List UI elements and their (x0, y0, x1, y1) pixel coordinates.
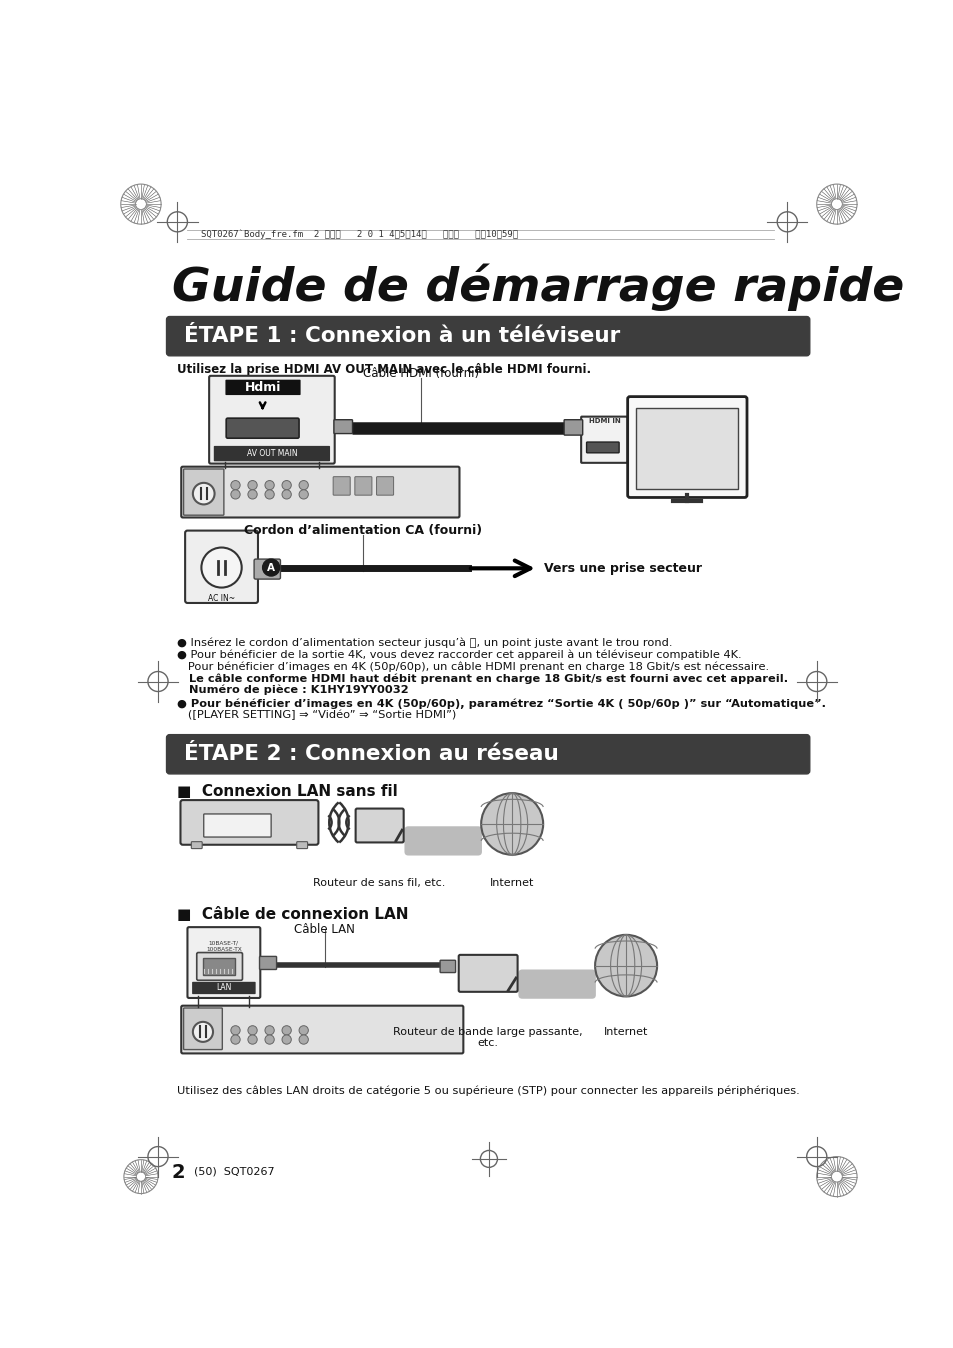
FancyBboxPatch shape (185, 531, 257, 603)
FancyBboxPatch shape (167, 317, 809, 356)
FancyBboxPatch shape (636, 408, 738, 489)
Text: Câble LAN: Câble LAN (294, 922, 355, 936)
FancyBboxPatch shape (187, 927, 260, 998)
FancyBboxPatch shape (253, 559, 280, 580)
Circle shape (265, 480, 274, 489)
Text: Hdmi: Hdmi (244, 381, 280, 394)
Circle shape (193, 1022, 213, 1042)
Text: A: A (267, 562, 274, 573)
Text: AV OUT MAIN: AV OUT MAIN (247, 449, 297, 458)
FancyBboxPatch shape (404, 826, 481, 856)
Text: ■  Câble de connexion LAN: ■ Câble de connexion LAN (177, 907, 409, 922)
FancyBboxPatch shape (333, 477, 350, 495)
FancyBboxPatch shape (181, 1006, 463, 1053)
Text: Numéro de pièce : K1HY19YY0032: Numéro de pièce : K1HY19YY0032 (177, 685, 409, 696)
FancyBboxPatch shape (209, 376, 335, 464)
Circle shape (298, 489, 308, 499)
Text: ■  Connexion LAN sans fil: ■ Connexion LAN sans fil (177, 785, 397, 799)
Circle shape (298, 1035, 308, 1045)
FancyBboxPatch shape (183, 1008, 222, 1050)
Text: etc.: etc. (477, 1038, 498, 1047)
Circle shape (231, 480, 240, 489)
Text: ● Pour bénéficier de la sortie 4K, vous devez raccorder cet appareil à un télévi: ● Pour bénéficier de la sortie 4K, vous … (177, 650, 741, 661)
FancyBboxPatch shape (376, 477, 394, 495)
Text: LAN: LAN (216, 984, 232, 992)
FancyBboxPatch shape (586, 442, 618, 453)
FancyBboxPatch shape (580, 417, 627, 462)
Text: Utilisez des câbles LAN droits de catégorie 5 ou supérieure (STP) pour connecter: Utilisez des câbles LAN droits de catégo… (177, 1085, 800, 1096)
Text: HDMI IN: HDMI IN (588, 418, 619, 425)
Circle shape (262, 559, 279, 576)
Text: Pour bénéficier d’images en 4K (50p/60p), un câble HDMI prenant en charge 18 Gbi: Pour bénéficier d’images en 4K (50p/60p)… (177, 662, 769, 673)
Text: Le câble conforme HDMI haut débit prenant en charge 18 Gbit/s est fourni avec ce: Le câble conforme HDMI haut débit prenan… (177, 673, 788, 683)
Circle shape (201, 547, 241, 588)
FancyBboxPatch shape (563, 419, 582, 435)
Circle shape (231, 1026, 240, 1035)
Text: 100BASE-TX: 100BASE-TX (206, 946, 241, 952)
FancyBboxPatch shape (334, 419, 353, 434)
FancyBboxPatch shape (355, 809, 403, 842)
FancyBboxPatch shape (180, 801, 318, 845)
Circle shape (595, 936, 657, 996)
FancyBboxPatch shape (225, 380, 300, 395)
Text: Internet: Internet (490, 878, 534, 888)
FancyBboxPatch shape (192, 981, 255, 993)
FancyBboxPatch shape (181, 466, 459, 518)
Text: ● Insérez le cordon d’alimentation secteur jusqu’à Ⓐ, un point juste avant le tr: ● Insérez le cordon d’alimentation secte… (177, 638, 672, 648)
FancyBboxPatch shape (517, 969, 596, 999)
Circle shape (265, 489, 274, 499)
Circle shape (248, 1026, 257, 1035)
Text: SQT0267`Body_fre.fm  2 ページ   2 0 1 4年5月14日   水曜日   午前10時59分: SQT0267`Body_fre.fm 2 ページ 2 0 1 4年5月14日 … (200, 229, 517, 239)
Text: Internet: Internet (603, 1027, 648, 1037)
Circle shape (282, 1035, 291, 1045)
Circle shape (298, 480, 308, 489)
FancyBboxPatch shape (226, 418, 298, 438)
Text: ÉTAPE 1 : Connexion à un téléviseur: ÉTAPE 1 : Connexion à un téléviseur (183, 326, 619, 346)
Text: Câble HDMI (fourni): Câble HDMI (fourni) (363, 367, 479, 380)
Text: ● Pour bénéficier d’images en 4K (50p/60p), paramétrez “Sortie 4K ( 50p/60p )” s: ● Pour bénéficier d’images en 4K (50p/60… (177, 698, 825, 709)
FancyBboxPatch shape (296, 841, 307, 849)
Text: (50)  SQT0267: (50) SQT0267 (193, 1167, 274, 1177)
FancyBboxPatch shape (458, 954, 517, 992)
Text: Routeur de sans fil, etc.: Routeur de sans fil, etc. (314, 878, 445, 888)
Circle shape (248, 480, 257, 489)
FancyBboxPatch shape (439, 960, 456, 972)
Text: ÉTAPE 2 : Connexion au réseau: ÉTAPE 2 : Connexion au réseau (183, 744, 558, 764)
Circle shape (282, 489, 291, 499)
FancyBboxPatch shape (259, 956, 276, 969)
Circle shape (265, 1026, 274, 1035)
FancyBboxPatch shape (167, 735, 809, 774)
Text: 10BASE-T/: 10BASE-T/ (209, 940, 238, 945)
Circle shape (282, 480, 291, 489)
FancyBboxPatch shape (204, 814, 271, 837)
Circle shape (265, 1035, 274, 1045)
Circle shape (248, 489, 257, 499)
Circle shape (193, 483, 214, 504)
Text: Utilisez la prise HDMI AV OUT MAIN avec le câble HDMI fourni.: Utilisez la prise HDMI AV OUT MAIN avec … (177, 364, 591, 376)
Circle shape (231, 489, 240, 499)
FancyBboxPatch shape (627, 396, 746, 497)
Circle shape (282, 1026, 291, 1035)
FancyBboxPatch shape (192, 841, 202, 849)
Text: ([PLAYER SETTING] ⇒ “Vidéo” ⇒ “Sortie HDMI”): ([PLAYER SETTING] ⇒ “Vidéo” ⇒ “Sortie HD… (177, 710, 456, 720)
Circle shape (231, 1035, 240, 1045)
FancyBboxPatch shape (213, 446, 330, 461)
Circle shape (298, 1026, 308, 1035)
FancyBboxPatch shape (183, 469, 224, 515)
Circle shape (480, 793, 542, 855)
FancyBboxPatch shape (355, 477, 372, 495)
Circle shape (248, 1035, 257, 1045)
FancyBboxPatch shape (196, 953, 242, 980)
Text: Cordon d’alimentation CA (fourni): Cordon d’alimentation CA (fourni) (244, 524, 482, 537)
Text: AC IN~: AC IN~ (208, 594, 234, 603)
FancyBboxPatch shape (203, 958, 235, 975)
Text: 2: 2 (172, 1162, 186, 1181)
Text: Routeur de bande large passante,: Routeur de bande large passante, (393, 1027, 582, 1037)
Text: Vers une prise secteur: Vers une prise secteur (543, 562, 701, 574)
Text: Guide de démarrage rapide: Guide de démarrage rapide (172, 263, 903, 311)
